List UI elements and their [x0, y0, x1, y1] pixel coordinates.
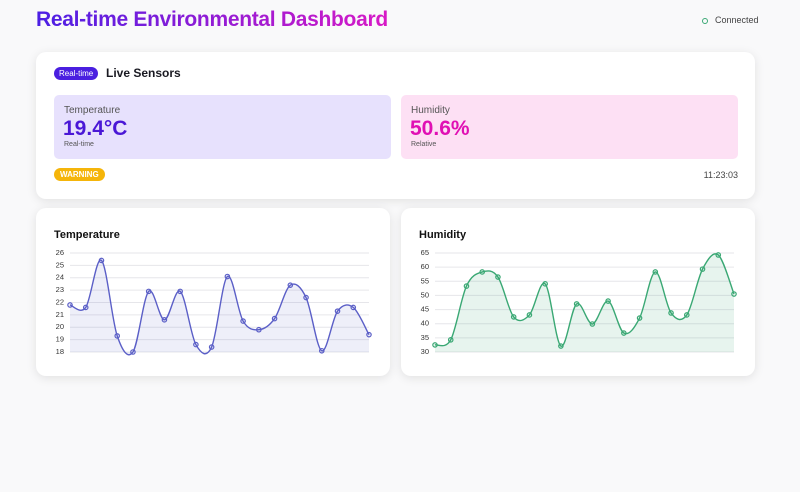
point	[731, 291, 737, 297]
point	[447, 337, 454, 343]
point	[432, 342, 438, 348]
y-tick-label: 40	[421, 319, 429, 328]
point	[67, 302, 73, 308]
y-tick-label: 45	[421, 305, 429, 314]
point	[573, 301, 580, 307]
point	[715, 252, 722, 258]
point	[542, 281, 548, 287]
y-tick-label: 21	[56, 310, 64, 319]
live-card: Real-time Live Sensors Temperature 19.4°…	[36, 52, 755, 199]
chart: Humidity 30 35 40 45 50 55 60 65	[419, 229, 737, 356]
point	[558, 343, 564, 349]
point	[130, 349, 136, 355]
sensor-value: 19.4°C	[63, 117, 128, 140]
point	[495, 274, 501, 280]
status-badge: WARNING	[54, 168, 105, 181]
point	[82, 304, 89, 311]
y-tick-label: 25	[56, 260, 64, 269]
sensor-label: Temperature	[64, 105, 121, 116]
y-tick-label: 24	[56, 273, 64, 282]
sensor-note: Real-time	[64, 141, 94, 148]
y-tick-label: 60	[421, 262, 429, 271]
y-tick-label: 22	[56, 297, 64, 306]
point	[303, 294, 309, 301]
status-dot	[702, 18, 708, 24]
point	[318, 347, 325, 354]
y-tick-label: 20	[56, 322, 64, 331]
y-tick-label: 19	[56, 335, 64, 344]
chart: Temperature 18 19 20 21 22 23 24 25 26	[54, 229, 372, 356]
y-tick-label: 26	[56, 248, 64, 257]
timestamp: 11:23:03	[703, 170, 738, 180]
sensor-value: 50.6%	[410, 117, 470, 140]
point	[177, 288, 183, 295]
point	[114, 333, 121, 339]
dashboard-title: Real-time Environmental Dashboard	[36, 8, 388, 31]
area	[435, 253, 734, 352]
y-tick-label: 23	[56, 285, 64, 294]
point	[145, 288, 152, 295]
y-tick-label: 30	[421, 347, 429, 356]
point	[271, 315, 278, 322]
sensor-tile: Temperature 19.4°C Real-time	[54, 95, 391, 159]
point	[224, 273, 231, 280]
point	[287, 282, 294, 288]
point	[699, 266, 706, 272]
chart-title: Temperature	[54, 229, 120, 241]
chart-card: Humidity 30 35 40 45 50 55 60 65	[401, 208, 755, 376]
point	[683, 312, 690, 318]
y-tick-label: 35	[421, 333, 429, 342]
chart-card: Temperature 18 19 20 21 22 23 24 25 26	[36, 208, 390, 376]
point	[510, 314, 517, 320]
card-title: Live Sensors	[106, 66, 181, 80]
point	[526, 312, 533, 318]
y-tick-label: 65	[421, 248, 429, 257]
point	[193, 341, 199, 348]
point	[161, 317, 168, 323]
line	[69, 259, 370, 356]
point	[98, 257, 105, 264]
point	[334, 308, 341, 314]
point	[463, 283, 470, 289]
sensor-tile: Humidity 50.6% Relative	[401, 95, 738, 159]
sensor-label: Humidity	[411, 105, 450, 116]
sensor-note: Relative	[411, 141, 437, 148]
y-tick-label: 55	[421, 276, 429, 285]
y-tick-label: 50	[421, 290, 429, 299]
point	[668, 310, 674, 316]
point	[605, 298, 611, 304]
point	[621, 330, 627, 336]
point	[589, 321, 596, 327]
point	[652, 269, 659, 275]
point	[636, 315, 643, 321]
badge: Real-time	[54, 67, 99, 80]
point	[479, 269, 486, 275]
chart-title: Humidity	[419, 229, 467, 241]
point	[366, 331, 372, 338]
y-tick-label: 18	[56, 347, 64, 356]
point	[256, 326, 262, 333]
point	[350, 304, 357, 311]
connection-status: Connected	[715, 15, 759, 25]
area	[70, 260, 369, 355]
point	[240, 318, 246, 324]
point	[208, 344, 215, 350]
